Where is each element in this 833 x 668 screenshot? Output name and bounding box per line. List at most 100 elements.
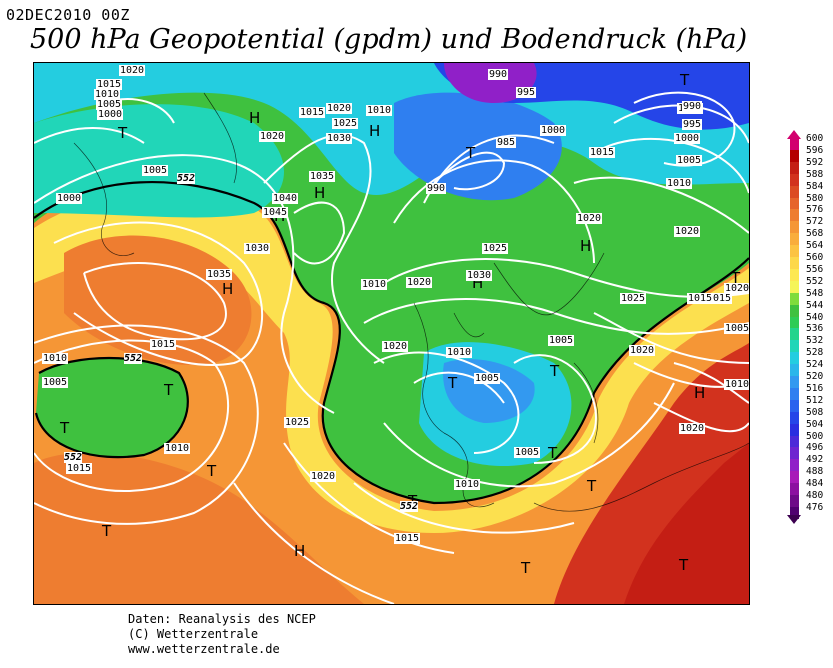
isobar-label: 1030 (466, 270, 493, 281)
colorbar-tick-label: 576 (806, 204, 824, 216)
weather-map: H H H H H H H H H T T T T T T T T T T T … (33, 62, 750, 605)
isobar-label: 1015 (299, 107, 326, 118)
colorbar-tick-label: 552 (806, 275, 824, 287)
isobar-label: 1030 (244, 243, 271, 254)
low-label: T (730, 269, 741, 287)
colorbar-tick-label: 496 (806, 442, 824, 454)
colorbar-tick-label: 596 (806, 144, 824, 156)
contour-552-label: 552 (400, 501, 419, 512)
colorbar-segment (790, 387, 799, 401)
isobar-label: 1020 (382, 341, 409, 352)
isobar-label: 1020 (724, 283, 750, 294)
colorbar-tick-label: 524 (806, 359, 824, 371)
contour-552-label: 552 (124, 353, 143, 364)
colorbar-segment (790, 280, 799, 294)
colorbar-segment (790, 304, 799, 317)
isobar-label: 1005 (96, 99, 123, 110)
high-label: H (580, 237, 591, 255)
colorbar-tick-label: 508 (806, 406, 824, 418)
isobar-label: 1025 (332, 118, 359, 129)
colorbar-tick-label: 536 (806, 323, 824, 335)
isobar-label: 1010 (94, 89, 121, 100)
isobar-label: 1015 (394, 533, 421, 544)
isobar-label: 1000 (97, 109, 124, 120)
isobar-label: 1025 (482, 243, 509, 254)
colorbar-top-arrow (787, 130, 801, 139)
isobar-label: 1040 (272, 193, 299, 204)
high-label: H (694, 384, 705, 402)
high-label: H (294, 542, 305, 560)
isobar-label: 1000 (674, 133, 701, 144)
low-label: T (520, 559, 531, 577)
high-label: H (472, 274, 483, 292)
colorbar-tick-label: 512 (806, 394, 824, 406)
isobar-label: 1030 (326, 133, 353, 144)
low-label: T (586, 477, 597, 495)
credit-line-url: www.wetterzentrale.de (128, 642, 280, 656)
colorbar-segment (790, 364, 799, 377)
colorbar-segment (790, 245, 799, 258)
colorbar-tick-label: 544 (806, 299, 824, 311)
isobar-label: 995 (516, 87, 537, 98)
colorbar-tick-label: 572 (806, 216, 824, 228)
colorbar-tick-label: 504 (806, 418, 824, 430)
colorbar-segment (790, 471, 799, 484)
colorbar-segment (790, 257, 799, 270)
isobar-label: 1005 (676, 155, 703, 166)
isobar-label: 1035 (309, 171, 336, 182)
colorbar-segment (790, 292, 799, 306)
low-label: T (678, 556, 689, 574)
colorbar-segment (790, 340, 799, 353)
isobar-label: 1020 (674, 226, 701, 237)
isobar-label: 1010 (361, 279, 388, 290)
colorbar-tick-label: 500 (806, 430, 824, 442)
isobar-label: 1015 (706, 293, 733, 304)
colorbar-tick-label: 476 (806, 501, 824, 513)
low-label: T (206, 462, 217, 480)
colorbar-bottom-arrow (787, 515, 801, 524)
colorbar-segment (790, 138, 799, 151)
credit-line-copyright: (C) Wetterzentrale (128, 627, 259, 641)
colorbar-segment (790, 459, 799, 472)
low-label: T (547, 444, 558, 462)
isobar-label: 1015 (66, 463, 93, 474)
colorbar-segment (790, 447, 799, 460)
high-label: H (369, 122, 380, 140)
low-label: T (117, 124, 128, 142)
colorbar-segment (790, 506, 799, 520)
isobar-label: 1005 (724, 323, 750, 334)
blue-scandinavia-low (394, 92, 562, 201)
high-label: H (222, 280, 233, 298)
colorbar-segment (790, 495, 799, 508)
low-label: T (447, 374, 458, 392)
colorbar-segment (790, 376, 799, 389)
isobar-label: 1015 (687, 293, 714, 304)
high-label: H (249, 109, 260, 127)
isobar-label: 1005 (42, 377, 69, 388)
colorbar-tick-label: 484 (806, 478, 824, 490)
isobar-label: 1020 (310, 471, 337, 482)
colorbar-segment (790, 221, 799, 234)
colorbar-segment (790, 161, 799, 175)
colorbar-segment (790, 483, 799, 496)
isobar-label: 1010 (446, 347, 473, 358)
coastlines (73, 92, 749, 512)
colorbar-tick-label: 580 (806, 192, 824, 204)
low-label: T (163, 381, 174, 399)
isobar-label: 1015 (96, 79, 123, 90)
colorbar-tick-label: 528 (806, 347, 824, 359)
colorbar-segment (790, 233, 799, 246)
high-label: H (314, 184, 325, 202)
colorbar-tick-label: 564 (806, 240, 824, 252)
date-label: 02DEC2010 00Z (6, 6, 130, 24)
colorbar-segment (790, 197, 799, 210)
colorbar-tick-label: 548 (806, 287, 824, 299)
map-svg: H H H H H H H H H T T T T T T T T T T T … (34, 63, 749, 604)
low-label: T (101, 522, 112, 540)
isobar-label: 1020 (119, 65, 146, 76)
colorbar-tick-label: 584 (806, 180, 824, 192)
purple-core (444, 63, 537, 103)
isobar-label: 1005 (142, 165, 169, 176)
colorbar-segment (790, 399, 799, 413)
colorbar-tick-label: 520 (806, 371, 824, 382)
